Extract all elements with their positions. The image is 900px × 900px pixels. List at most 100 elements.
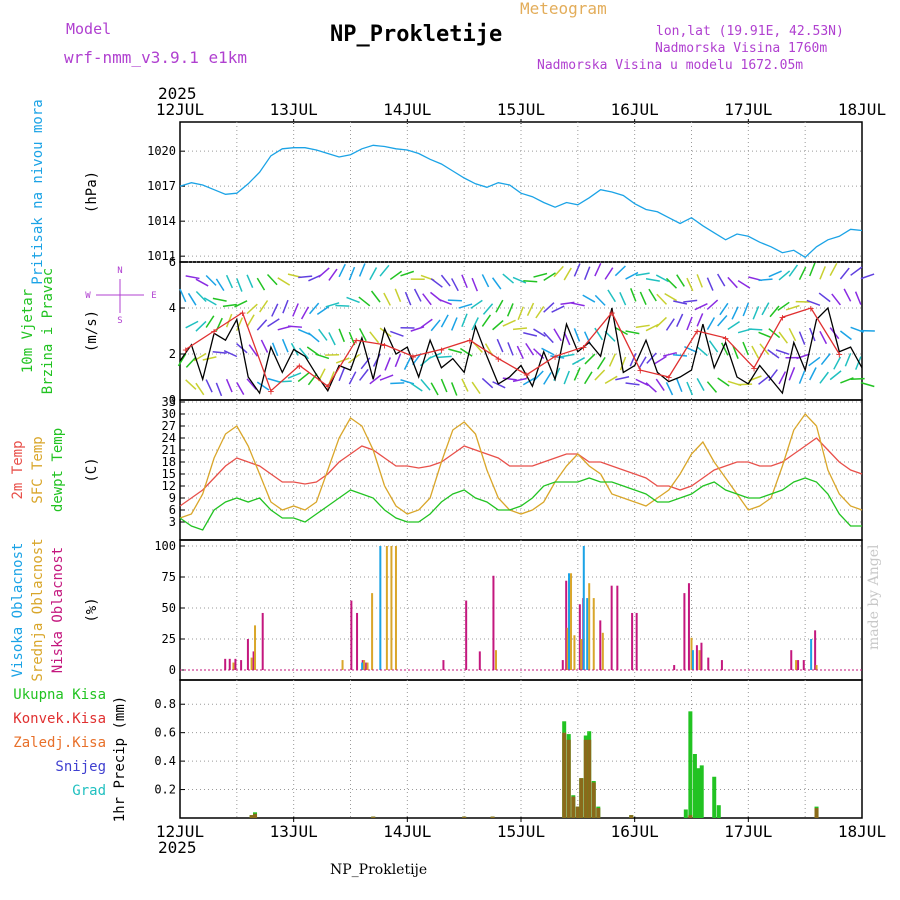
gust-marker: + [523, 369, 530, 382]
precip-bar-total [688, 711, 693, 818]
wind-vector-mark [563, 331, 571, 346]
y-tick-label-pressure: 1011 [147, 249, 176, 263]
gust-marker: + [665, 371, 672, 384]
wind-vector-mark [338, 367, 346, 382]
wind-vector-mark [195, 278, 209, 287]
wind-vector-mark [839, 330, 852, 341]
wind-vector-mark [309, 302, 320, 315]
wind-vector-mark [820, 353, 831, 366]
cloud-bar-low [616, 585, 619, 670]
wind-vector-mark [440, 274, 451, 287]
precip-bar-conv [566, 739, 571, 818]
panel-unit-wind: (m/s) [84, 310, 100, 352]
cloud-bar-mid [385, 546, 388, 670]
gust-marker: + [296, 360, 303, 373]
wind-vector-mark [543, 331, 554, 344]
precip-bar-conv [583, 739, 588, 818]
wind-vector-mark [481, 377, 494, 389]
wind-vector-mark [676, 378, 683, 392]
panel-label-clouds: Niska Oblacnost [50, 547, 66, 673]
wind-vector-mark [223, 349, 238, 358]
wind-vector-mark [315, 353, 330, 360]
cloud-bar-mid [815, 665, 818, 670]
cloud-bar-low [720, 660, 723, 670]
wind-vector-mark [492, 319, 504, 331]
wind-vector-mark [655, 378, 665, 391]
wind-vector-mark [383, 292, 391, 306]
wind-vector-mark [222, 303, 237, 308]
wind-vector-mark [645, 277, 660, 282]
precip-bar-conv [596, 808, 601, 818]
y-tick-label-wind: 6 [169, 255, 176, 269]
precip-bar-conv [249, 815, 254, 818]
cloud-bar-low [492, 575, 495, 670]
wind-vector-mark [187, 292, 197, 306]
wind-vector-mark [563, 370, 570, 385]
panel-label-wind: 10m Vjetar [20, 289, 36, 373]
wind-vector-mark [625, 382, 640, 386]
wind-vector-mark [570, 302, 585, 307]
wind-vector-mark [440, 378, 448, 393]
gust-marker: + [580, 341, 587, 354]
bottom-date-tick-2: 14JUL [383, 822, 431, 841]
y-tick-label-temperature: 3 [169, 515, 176, 529]
wind-vector-mark [551, 305, 565, 313]
gust-marker: + [722, 332, 729, 345]
wind-vector-mark [543, 302, 555, 313]
series-line-pressure [179, 144, 863, 259]
wind-vector-mark [318, 267, 330, 278]
panel-unit-temperature: (C) [84, 457, 100, 482]
wind-vector-mark [438, 298, 452, 306]
wind-vector-mark [727, 321, 740, 330]
precip-bar-total [696, 768, 701, 818]
wind-vector-mark [281, 338, 289, 353]
wind-vector-mark [297, 372, 310, 383]
wind-vector-mark [719, 302, 729, 316]
gust-marker: + [381, 339, 388, 352]
cloud-bar-low [246, 639, 249, 670]
wind-vector-mark [346, 296, 360, 304]
wind-vector-mark [796, 353, 810, 360]
wind-vector-mark [516, 345, 524, 360]
wind-vector-mark [806, 299, 821, 307]
wind-vector-mark [831, 293, 841, 306]
wind-vector-mark [461, 274, 468, 289]
y-tick-label-temperature: 30 [162, 407, 176, 421]
gust-marker: + [552, 350, 559, 363]
y-tick-label-clouds: 100 [154, 539, 176, 553]
wind-vector-mark [318, 328, 328, 341]
series-line-tsfc [179, 412, 863, 519]
wind-vector-mark [742, 341, 750, 356]
cloud-bar-high [586, 598, 589, 670]
wind-vector-mark [758, 331, 772, 339]
top-date-tick-4: 16JUL [611, 100, 659, 119]
cloud-bar-low [234, 658, 237, 670]
wind-vector-mark [413, 288, 422, 302]
cloud-bar-mid [573, 635, 576, 670]
wind-vector-mark [727, 276, 738, 289]
cloud-bar-low [707, 657, 710, 670]
y-tick-label-wind: 2 [169, 347, 176, 361]
wind-vector-mark [236, 278, 243, 292]
precip-bar-conv [579, 778, 584, 818]
wind-vector-mark [195, 290, 207, 303]
cloud-bar-low [631, 612, 634, 670]
gust-marker: + [438, 343, 445, 356]
wind-vector-mark [809, 367, 817, 381]
wind-vector-mark [300, 306, 310, 320]
series-line-t2m [179, 437, 863, 507]
wind-vector-mark [655, 274, 669, 283]
wind-vector-mark [277, 277, 291, 286]
wind-vector-mark [358, 296, 371, 307]
wind-vector-mark [512, 327, 528, 331]
model-label: Model [66, 20, 112, 38]
gust-marker: + [637, 364, 644, 377]
wind-vector-mark [316, 305, 330, 315]
bottom-date-tick-3: 15JUL [497, 822, 545, 841]
wind-vector-mark [422, 293, 432, 306]
cloud-bar-low [478, 651, 481, 670]
wind-vector-mark [502, 319, 516, 327]
y-tick-label-pressure: 1014 [147, 214, 176, 228]
wind-vector-mark [179, 288, 187, 303]
wind-vector-mark [246, 303, 258, 315]
